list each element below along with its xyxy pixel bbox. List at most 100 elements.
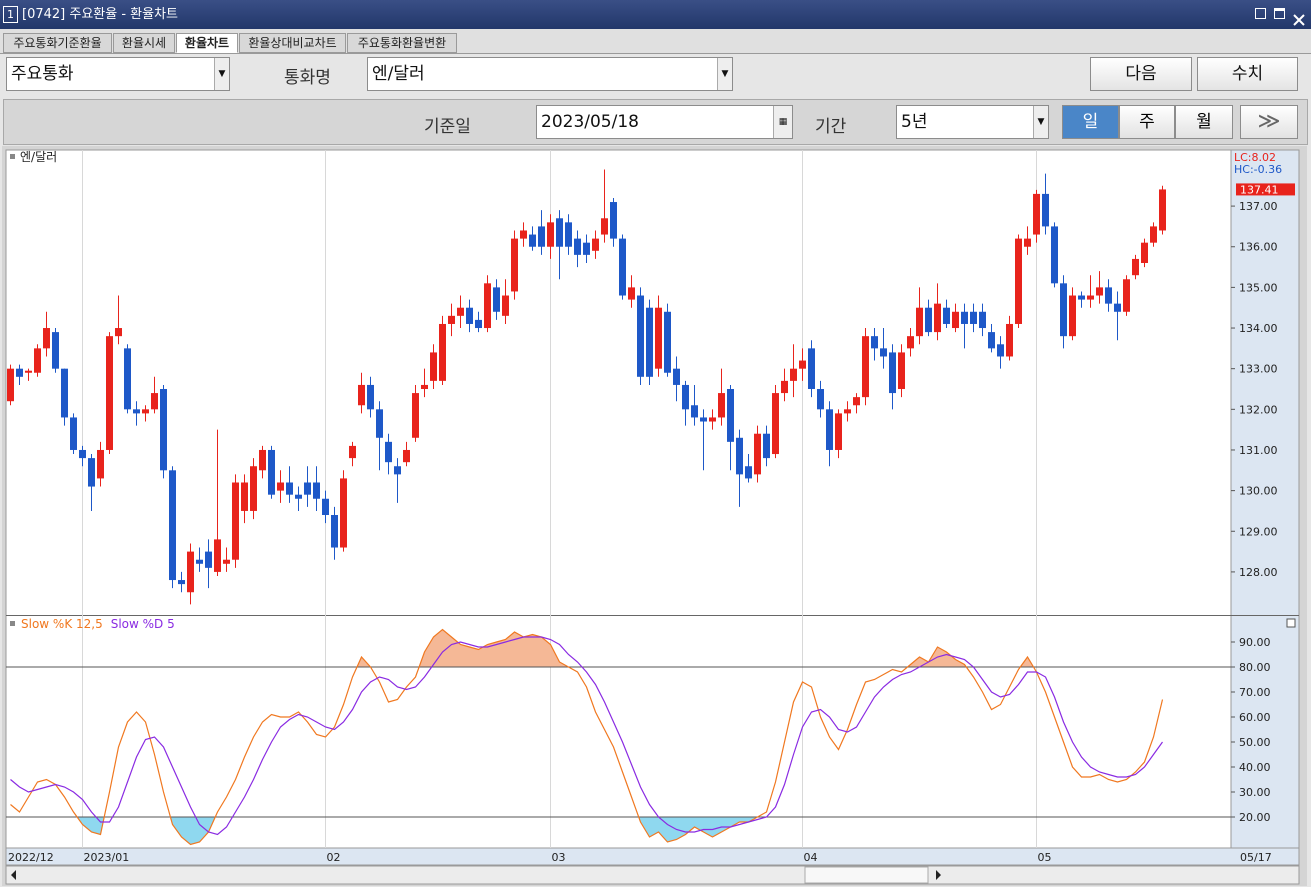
legend-entry: Slow %D 5 xyxy=(111,617,175,631)
currency-combo[interactable]: 엔/달러 ▼ xyxy=(367,57,733,91)
y-tick-label: 136.00 xyxy=(1239,241,1278,254)
interval-button[interactable]: 일 xyxy=(1062,105,1119,139)
restore-button[interactable] xyxy=(1255,8,1266,19)
interval-button[interactable]: 월 xyxy=(1175,105,1233,139)
calendar-icon[interactable]: ▦ xyxy=(773,106,792,138)
candle-body xyxy=(1150,226,1157,243)
candle-body xyxy=(853,397,860,406)
y-tick-label: 90.00 xyxy=(1239,636,1271,649)
candle-body xyxy=(484,283,491,329)
candle-body xyxy=(556,218,563,247)
candle-body xyxy=(124,348,131,410)
indicator-line xyxy=(10,628,1164,846)
candle-body xyxy=(367,384,374,410)
forward-button[interactable]: ≫ xyxy=(1240,105,1298,139)
legend-entry: Slow %K 12,5 xyxy=(21,617,103,631)
candle-body xyxy=(988,332,995,349)
next-button[interactable]: 다음 xyxy=(1090,57,1192,91)
scroll-thumb[interactable] xyxy=(804,866,929,884)
candle-body xyxy=(907,336,914,349)
candle-body xyxy=(97,449,104,479)
candle-body xyxy=(817,389,824,410)
date-input[interactable]: 2023/05/18 ▦ xyxy=(536,105,793,139)
date-label: 기준일 xyxy=(424,117,471,137)
combo-arrow: ▼ xyxy=(717,58,732,90)
y-tick-label: 137.00 xyxy=(1239,200,1278,213)
period-label: 기간 xyxy=(815,117,847,137)
candle-body xyxy=(70,417,77,450)
candle-body xyxy=(223,559,230,564)
candle-body xyxy=(196,559,203,564)
candle-body xyxy=(808,348,815,390)
maximize-button[interactable] xyxy=(1274,8,1285,19)
candle-body xyxy=(412,393,419,438)
candle-body xyxy=(232,482,239,560)
candle-body xyxy=(52,332,59,369)
candle-body xyxy=(826,409,833,450)
candle-body xyxy=(142,409,149,414)
panel-button[interactable] xyxy=(1286,618,1296,628)
interval-button[interactable]: 주 xyxy=(1119,105,1175,139)
candle-body xyxy=(61,368,68,418)
candle-body xyxy=(340,478,347,548)
candle-body xyxy=(502,295,509,316)
candle-body xyxy=(610,202,617,239)
candle-body xyxy=(619,238,626,296)
scrollbar[interactable] xyxy=(5,865,1300,885)
candle-body xyxy=(1123,279,1130,312)
candle-body xyxy=(718,393,725,418)
panel-bullet xyxy=(10,621,15,626)
candle-body xyxy=(1105,287,1112,304)
candle-body xyxy=(259,449,266,471)
y-tick-label: 50.00 xyxy=(1239,736,1271,749)
candle-body xyxy=(331,515,338,548)
candle-body xyxy=(349,445,356,459)
candle-body xyxy=(952,311,959,329)
combo-arrow: ▼ xyxy=(214,58,229,90)
candle-body xyxy=(475,319,482,329)
panel-bullet xyxy=(10,154,15,159)
tab[interactable]: 환율시세 xyxy=(113,33,175,53)
candle-body xyxy=(511,238,518,292)
annotation: LC:8.02 xyxy=(1234,151,1276,164)
y-tick-label: 131.00 xyxy=(1239,444,1278,457)
y-tick-label: 30.00 xyxy=(1239,786,1271,799)
candle-body xyxy=(700,417,707,422)
candle-body xyxy=(1042,193,1049,227)
candle-body xyxy=(736,437,743,475)
candle-body xyxy=(1141,242,1148,263)
candle-body xyxy=(889,352,896,394)
candle-body xyxy=(250,466,257,511)
window-badge: 1 xyxy=(3,6,18,23)
y-tick-label: 133.00 xyxy=(1239,363,1278,376)
candle-body xyxy=(673,368,680,385)
candle-body xyxy=(214,539,221,572)
candle-body xyxy=(637,295,644,377)
tab[interactable]: 주요통화환율변환 xyxy=(347,33,457,53)
period-combo[interactable]: 5년 ▼ xyxy=(896,105,1049,139)
candle-body xyxy=(358,384,365,406)
candle-body xyxy=(583,242,590,255)
candle-body xyxy=(898,352,905,390)
close-button[interactable] xyxy=(1293,8,1305,26)
x-tick-label: 2023/01 xyxy=(84,851,130,864)
candle-body xyxy=(880,348,887,357)
candle-body xyxy=(43,328,50,349)
x-tick-label: 2022/12 xyxy=(8,851,54,864)
y-tick-label: 60.00 xyxy=(1239,711,1271,724)
tab[interactable]: 환율상대비교차트 xyxy=(239,33,346,53)
candle-body xyxy=(547,222,554,247)
candle-body xyxy=(1087,295,1094,300)
group-combo[interactable]: 주요통화 ▼ xyxy=(6,57,230,91)
tab[interactable]: 주요통화기준환율 xyxy=(3,33,112,53)
values-button[interactable]: 수치 xyxy=(1197,57,1298,91)
candle-body xyxy=(34,348,41,373)
candle-body xyxy=(709,417,716,422)
tab[interactable]: 환율차트 xyxy=(176,33,238,53)
candle-body xyxy=(934,303,941,333)
combo-arrow: ▼ xyxy=(1033,106,1048,138)
candle-body xyxy=(178,580,185,585)
candle-body xyxy=(781,380,788,394)
annotation: HC:-0.36 xyxy=(1234,163,1282,176)
